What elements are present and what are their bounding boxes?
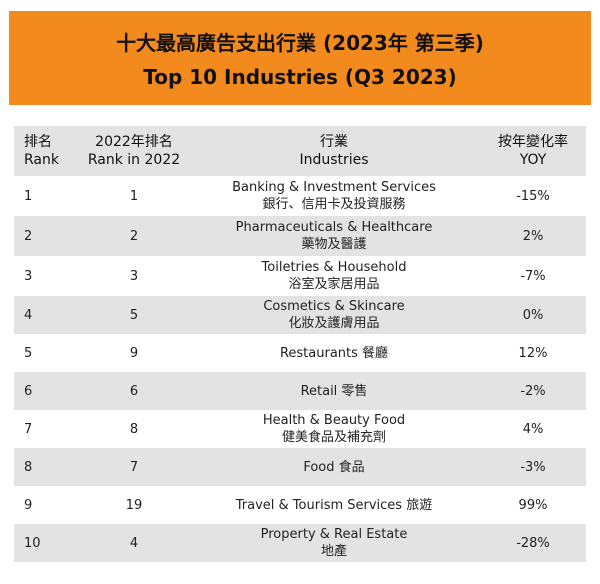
industry-line2: 浴室及家居用品 — [288, 277, 380, 292]
table-row: 9 19 Travel & Tourism Services 旅遊 99% — [14, 486, 586, 524]
header-yoy-en: YOY — [519, 152, 547, 168]
header-rank-zh: 排名 — [24, 134, 52, 150]
header-yoy-zh: 按年變化率 — [498, 134, 568, 150]
rank: 10 — [24, 535, 41, 551]
table-row: 3 3 Toiletries & Household 浴室及家居用品 -7% — [14, 256, 586, 296]
rank: 1 — [24, 188, 33, 204]
industry-line1: Health & Beauty Food — [262, 413, 406, 428]
yoy: 4% — [522, 421, 544, 437]
table-row: 6 6 Retail 零售 -2% — [14, 372, 586, 410]
rank: 5 — [24, 345, 33, 361]
industry-line1: Toiletries & Household — [261, 260, 407, 275]
rank-2022: 6 — [129, 383, 139, 399]
industry: Retail 零售 — [184, 372, 484, 410]
industry-line1: Food 食品 — [303, 459, 365, 475]
table-row: 5 9 Restaurants 餐廳 12% — [14, 334, 586, 372]
header-ind-zh: 行業 — [320, 134, 348, 150]
rank: 6 — [24, 383, 33, 399]
rank: 8 — [24, 459, 33, 475]
industry: Cosmetics & Skincare 化妝及護膚用品 — [184, 296, 484, 334]
industry: Travel & Tourism Services 旅遊 — [184, 486, 484, 524]
industry-line2: 健美食品及補充劑 — [281, 430, 386, 445]
title-chinese: 十大最高廣告支出行業 (2023年 第三季) — [116, 31, 484, 55]
rank: 3 — [24, 268, 33, 284]
industry: Restaurants 餐廳 — [184, 334, 484, 372]
table-row: 2 2 Pharmaceuticals & Healthcare 藥物及醫護 2… — [14, 216, 586, 256]
rank-2022: 7 — [129, 459, 139, 475]
yoy: -15% — [516, 188, 550, 204]
title-banner: 十大最高廣告支出行業 (2023年 第三季) Top 10 Industries… — [9, 11, 591, 105]
yoy: 99% — [518, 497, 548, 513]
yoy: 0% — [522, 307, 544, 323]
industry-line1: Travel & Tourism Services 旅遊 — [235, 497, 433, 513]
rank-2022: 8 — [129, 421, 139, 437]
industry-line1: Banking & Investment Services — [232, 180, 436, 195]
rank-2022: 5 — [129, 307, 139, 323]
industry-line1: Property & Real Estate — [260, 527, 408, 542]
industry: Health & Beauty Food 健美食品及補充劑 — [184, 410, 484, 448]
industry-line1: Cosmetics & Skincare — [263, 299, 405, 314]
header-prev-zh: 2022年排名 — [95, 134, 173, 150]
industry: Food 食品 — [184, 448, 484, 486]
industry: Banking & Investment Services 銀行、信用卡及投資服… — [184, 176, 484, 216]
rank-2022: 3 — [129, 268, 139, 284]
table-row: 8 7 Food 食品 -3% — [14, 448, 586, 486]
rank-2022: 2 — [129, 228, 139, 244]
industry-line2: 藥物及醫護 — [301, 237, 367, 252]
rank-2022: 9 — [129, 345, 139, 361]
header-industries: 行業 Industries — [184, 126, 484, 176]
header-yoy: 按年變化率 YOY — [484, 126, 582, 176]
rank: 9 — [24, 497, 33, 513]
industry-line1: Restaurants 餐廳 — [279, 345, 389, 361]
yoy: -2% — [520, 383, 546, 399]
industry: Pharmaceuticals & Healthcare 藥物及醫護 — [184, 216, 484, 256]
yoy: -3% — [520, 459, 546, 475]
industry-line2: 化妝及護膚用品 — [288, 316, 380, 331]
header-rank-en: Rank — [24, 152, 59, 168]
industry-line2: 地產 — [320, 544, 347, 559]
table-row: 10 4 Property & Real Estate 地產 -28% — [14, 524, 586, 562]
title-english: Top 10 Industries (Q3 2023) — [143, 65, 457, 89]
yoy: -7% — [520, 268, 546, 284]
rank: 4 — [24, 307, 33, 323]
yoy: 2% — [522, 228, 544, 244]
rank-2022: 19 — [125, 497, 143, 513]
header-rank: 排名 Rank — [24, 126, 84, 176]
table-header: 排名 Rank 2022年排名 Rank in 2022 行業 Industri… — [14, 126, 586, 176]
industries-table: 排名 Rank 2022年排名 Rank in 2022 行業 Industri… — [14, 126, 586, 562]
table-row: 1 1 Banking & Investment Services 銀行、信用卡… — [14, 176, 586, 216]
rank-2022: 1 — [129, 188, 139, 204]
industry-line1: Pharmaceuticals & Healthcare — [235, 220, 433, 235]
industry: Property & Real Estate 地產 — [184, 524, 484, 562]
header-rank-2022: 2022年排名 Rank in 2022 — [84, 126, 184, 176]
rank-2022: 4 — [129, 535, 139, 551]
yoy: 12% — [518, 345, 548, 361]
industry-line2: 銀行、信用卡及投資服務 — [262, 197, 406, 212]
yoy: -28% — [516, 535, 550, 551]
header-prev-en: Rank in 2022 — [87, 152, 181, 168]
rank: 7 — [24, 421, 33, 437]
header-ind-en: Industries — [299, 152, 369, 168]
rank: 2 — [24, 228, 33, 244]
industry: Toiletries & Household 浴室及家居用品 — [184, 256, 484, 296]
industry-line1: Retail 零售 — [300, 383, 368, 399]
table-row: 4 5 Cosmetics & Skincare 化妝及護膚用品 0% — [14, 296, 586, 334]
table-row: 7 8 Health & Beauty Food 健美食品及補充劑 4% — [14, 410, 586, 448]
